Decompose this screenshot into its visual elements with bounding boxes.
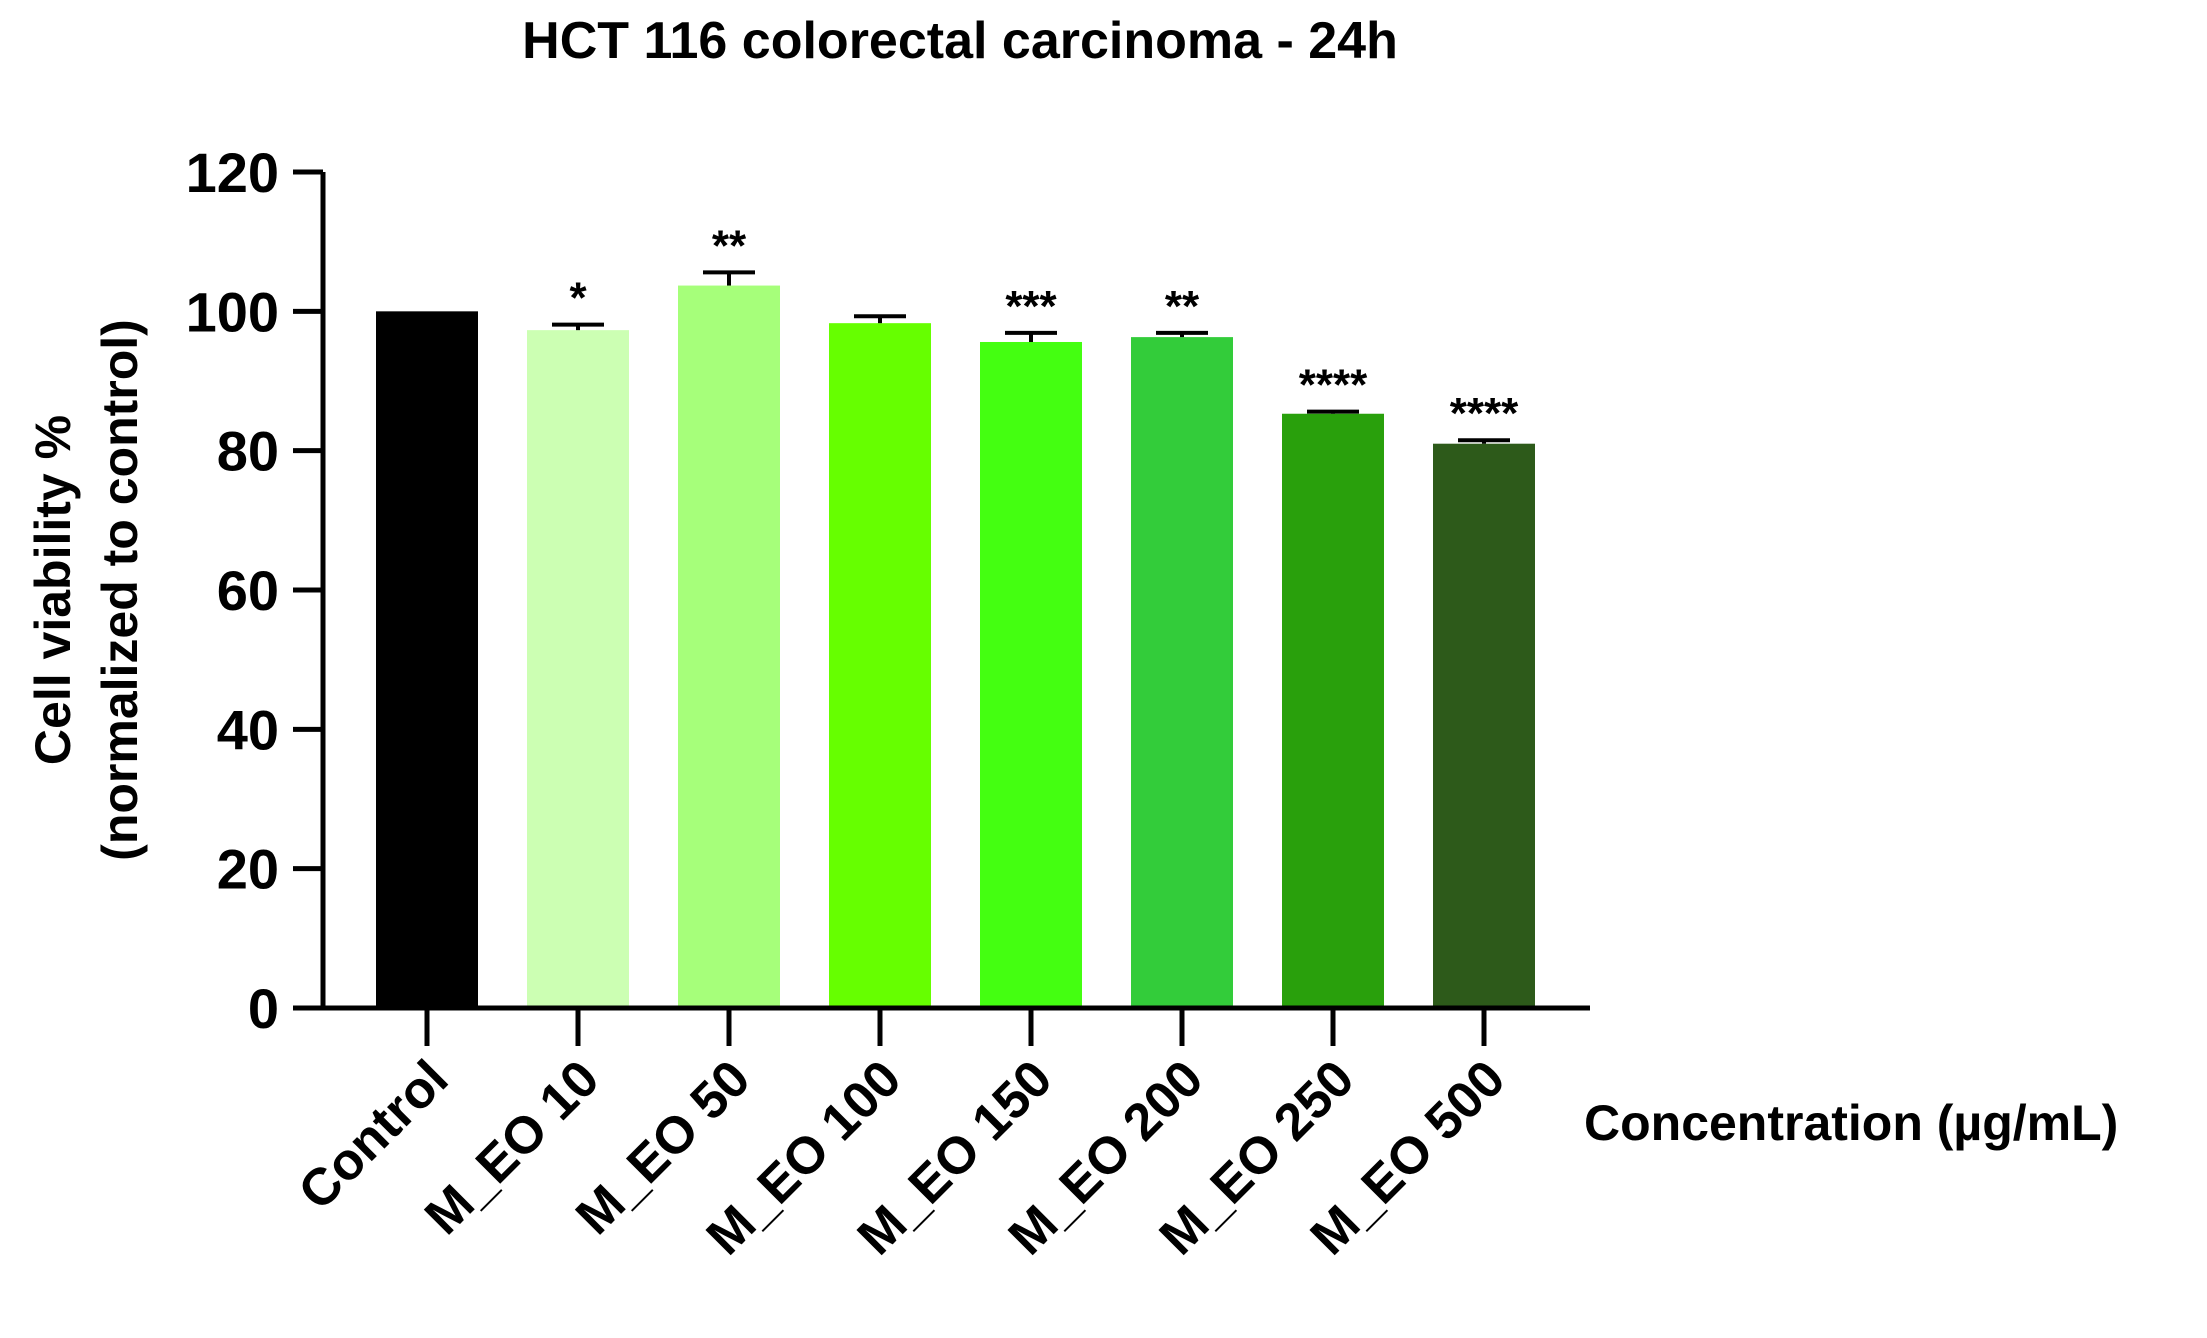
bar <box>678 285 780 1009</box>
bar <box>1131 337 1233 1008</box>
chart-title: HCT 116 colorectal carcinoma - 24h <box>522 12 1398 70</box>
y-tick-label: 0 <box>248 977 279 1040</box>
y-tick-label: 100 <box>186 280 279 343</box>
axis-lines <box>320 172 1590 1011</box>
significance-label: ** <box>712 221 747 270</box>
significance-label: *** <box>1005 282 1057 331</box>
significance-label: **** <box>1450 389 1519 438</box>
bar <box>829 323 931 1009</box>
y-tick-label: 120 <box>186 141 279 204</box>
significance-label: * <box>569 274 587 323</box>
y-axis-label-line-2: (normalized to control) <box>92 319 148 861</box>
significance-label: **** <box>1299 361 1368 410</box>
y-tick-label: 60 <box>217 559 279 622</box>
y-tick-label: 80 <box>217 420 279 483</box>
y-tick-label: 40 <box>217 698 279 761</box>
significance-label: ** <box>1165 282 1200 331</box>
x-axis-label: Concentration (µg/mL) <box>1584 1095 2118 1151</box>
y-axis-label-line-1: Cell viability % <box>25 415 81 765</box>
bar <box>1433 443 1535 1008</box>
bar <box>376 311 478 1008</box>
plot-area: ****** **********020406080100120ControlM_… <box>186 141 1590 1266</box>
bar <box>1282 413 1384 1008</box>
y-tick-label: 20 <box>217 838 279 901</box>
bar <box>980 341 1082 1008</box>
bar <box>527 330 629 1009</box>
